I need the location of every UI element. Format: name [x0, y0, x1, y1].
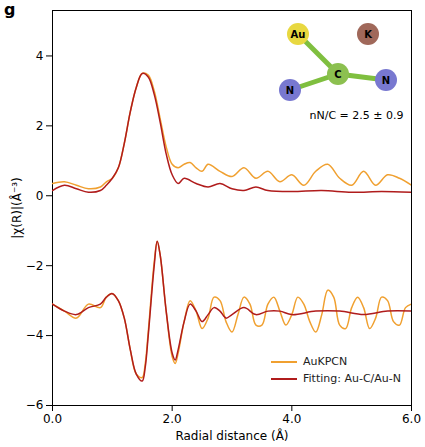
svg-text:K: K: [364, 29, 373, 40]
svg-text:−6: −6: [26, 398, 44, 412]
svg-text:C: C: [334, 69, 341, 80]
svg-text:Au: Au: [291, 29, 306, 40]
svg-text:N: N: [286, 85, 294, 96]
svg-text:−4: −4: [26, 328, 44, 342]
html-text:AuKPCN: AuKPCN: [303, 355, 348, 368]
svg-text:N: N: [382, 75, 390, 86]
svg-text:4.0: 4.0: [282, 412, 301, 426]
html-text:Fitting: Au-C/Au-N: Fitting: Au-C/Au-N: [303, 372, 401, 385]
svg-text:0.0: 0.0: [43, 412, 62, 426]
svg-text:2.0: 2.0: [163, 412, 182, 426]
svg-text:Radial distance (Å): Radial distance (Å): [175, 428, 288, 443]
svg-text:0: 0: [36, 189, 44, 203]
svg-text:−2: −2: [26, 259, 44, 273]
svg-text:2: 2: [36, 119, 44, 133]
svg-text:nN/C = 2.5 ± 0.9: nN/C = 2.5 ± 0.9: [310, 109, 404, 122]
svg-text:4: 4: [36, 49, 44, 63]
svg-text:6.0: 6.0: [402, 412, 421, 426]
html-text:g: g: [4, 0, 16, 19]
svg-text:|χ(R)|(Å⁻³): |χ(R)|(Å⁻³): [9, 177, 24, 238]
